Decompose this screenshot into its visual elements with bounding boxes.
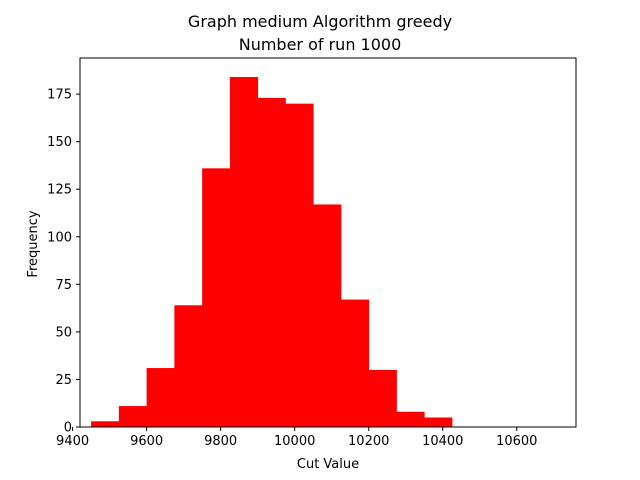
x-axis-label: Cut Value [297, 457, 359, 472]
histogram-bar [91, 421, 120, 427]
histogram-bar [340, 299, 370, 427]
x-tick-label: 9800 [204, 434, 237, 449]
chart-subtitle: Number of run 1000 [239, 35, 402, 54]
histogram-bar [285, 103, 314, 428]
bars-group [91, 77, 453, 428]
y-tick-label: 100 [47, 230, 72, 245]
x-tick-label: 10600 [496, 434, 537, 449]
x-tick-label: 10000 [274, 434, 315, 449]
y-axis-label: Frequency [26, 210, 41, 277]
x-tick-label: 9600 [130, 434, 163, 449]
x-axis-ticks: 9400 9600 9800 10000 10200 10400 10600 [56, 427, 537, 449]
plot-frame [79, 57, 577, 428]
histogram-bar [174, 305, 203, 427]
y-tick-label: 75 [55, 278, 72, 293]
histogram-bar [313, 204, 342, 427]
x-tick-label: 10200 [348, 434, 389, 449]
y-tick-label: 0 [64, 421, 72, 436]
y-axis-ticks: 0 25 50 75 100 125 150 175 [47, 88, 80, 436]
x-tick-label: 9400 [56, 434, 89, 449]
histogram-bar [396, 411, 425, 427]
histogram-bar [118, 406, 148, 427]
histogram-bar [368, 369, 397, 427]
y-tick-label: 150 [47, 135, 72, 150]
histogram-bar [202, 168, 231, 427]
y-tick-label: 25 [55, 373, 72, 388]
histogram-bar [257, 97, 286, 427]
y-tick-label: 125 [47, 183, 72, 198]
histogram-bar [146, 368, 175, 427]
y-tick-label: 50 [55, 325, 72, 340]
histogram-bar [424, 417, 453, 427]
x-tick-label: 10400 [422, 434, 463, 449]
histogram-bar [229, 77, 259, 427]
y-tick-label: 175 [47, 88, 72, 103]
chart-title: Graph medium Algorithm greedy [188, 12, 452, 31]
